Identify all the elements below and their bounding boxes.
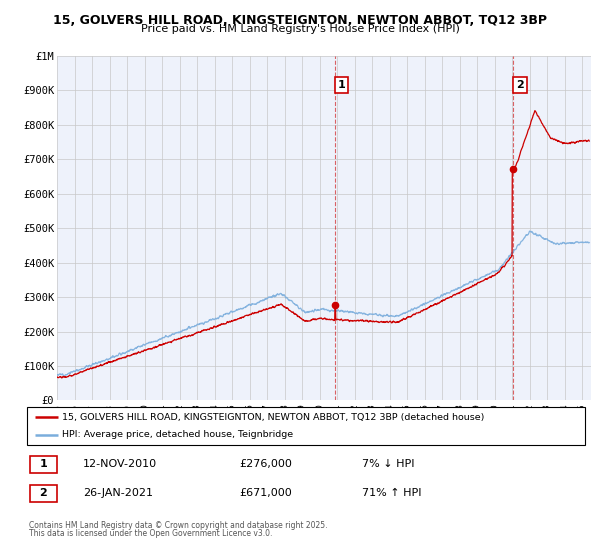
Text: 71% ↑ HPI: 71% ↑ HPI	[362, 488, 421, 498]
Text: £276,000: £276,000	[239, 459, 292, 469]
Text: Price paid vs. HM Land Registry's House Price Index (HPI): Price paid vs. HM Land Registry's House …	[140, 24, 460, 34]
Text: 26-JAN-2021: 26-JAN-2021	[83, 488, 153, 498]
Text: 7% ↓ HPI: 7% ↓ HPI	[362, 459, 415, 469]
Text: 15, GOLVERS HILL ROAD, KINGSTEIGNTON, NEWTON ABBOT, TQ12 3BP (detached house): 15, GOLVERS HILL ROAD, KINGSTEIGNTON, NE…	[62, 413, 484, 422]
Text: 1: 1	[40, 459, 47, 469]
Bar	[30, 485, 56, 502]
Text: £671,000: £671,000	[239, 488, 292, 498]
Text: Contains HM Land Registry data © Crown copyright and database right 2025.: Contains HM Land Registry data © Crown c…	[29, 521, 328, 530]
Text: 2: 2	[40, 488, 47, 498]
Text: 15, GOLVERS HILL ROAD, KINGSTEIGNTON, NEWTON ABBOT, TQ12 3BP: 15, GOLVERS HILL ROAD, KINGSTEIGNTON, NE…	[53, 14, 547, 27]
Text: 1: 1	[337, 80, 345, 90]
Text: 12-NOV-2010: 12-NOV-2010	[83, 459, 157, 469]
Text: 2: 2	[516, 80, 524, 90]
Text: This data is licensed under the Open Government Licence v3.0.: This data is licensed under the Open Gov…	[29, 529, 272, 538]
Bar	[30, 456, 56, 473]
Text: HPI: Average price, detached house, Teignbridge: HPI: Average price, detached house, Teig…	[62, 431, 293, 440]
